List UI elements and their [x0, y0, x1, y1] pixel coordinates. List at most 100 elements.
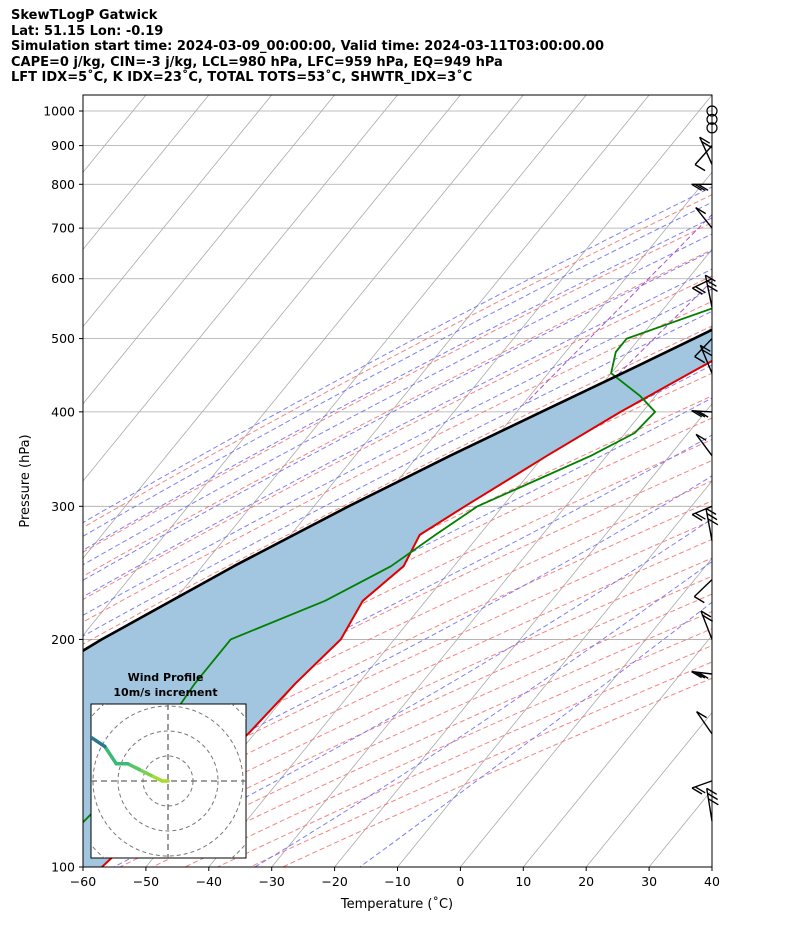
barb-flag [705, 507, 717, 516]
barb-flag [691, 670, 702, 679]
y-tick-label: 1000 [43, 104, 75, 119]
barb-flag [695, 206, 707, 215]
barb-shaft [691, 780, 713, 789]
barb-flag [694, 163, 706, 172]
barb-flag [699, 344, 711, 352]
barb-flag [691, 183, 702, 191]
barb-flag [707, 518, 719, 526]
calm-wind-circle [706, 105, 718, 117]
barb-flag [693, 595, 705, 604]
dry-adiabat-line [152, 611, 712, 867]
y-tick-label: 600 [51, 271, 75, 286]
barb-flag [707, 284, 718, 293]
dry-adiabat-line [282, 677, 712, 867]
calm-wind-circle [706, 122, 718, 134]
hodograph-segment [137, 767, 153, 778]
hodograph-segment [126, 762, 142, 772]
barb-flag [697, 410, 709, 418]
x-axis-label: Temperature (˚C) [340, 896, 453, 912]
parcel-line [83, 328, 712, 653]
barb-flag [697, 671, 709, 680]
dewpoint-line [83, 307, 712, 824]
wind-barb [693, 579, 713, 604]
barb-flag [706, 512, 718, 521]
y-tick-label: 200 [51, 632, 75, 647]
time-line: Simulation start time: 2024-03-09_00:00:… [11, 39, 604, 54]
wind-barb [695, 433, 713, 457]
wind-barb [699, 136, 713, 165]
hodograph-segment [19, 718, 42, 724]
barb-flag [697, 183, 709, 191]
isotherm-line [585, 711, 712, 867]
wind-barb [696, 710, 713, 735]
isotherm-line [83, 95, 273, 328]
barb-flag [700, 610, 712, 618]
barb-shaft [695, 433, 713, 457]
moist-adiabat-line [83, 186, 712, 524]
x-tick-label: −40 [196, 874, 222, 889]
index-line: LFT IDX=5˚C, K IDX=23˚C, TOTAL TOTS=53˚C… [11, 70, 473, 85]
barb-flag [694, 410, 706, 418]
barb-flag [708, 798, 719, 806]
barb-flag [691, 410, 702, 418]
barb-flag [694, 786, 706, 794]
barb-flag [706, 787, 718, 795]
dry-adiabat-line [83, 300, 712, 623]
wind-barb [691, 780, 713, 795]
wind-barb [705, 507, 719, 542]
wind-barb [691, 410, 713, 418]
x-tick-label: 30 [641, 874, 657, 889]
hodograph-segment [0, 718, 19, 724]
y-tick-label: 500 [51, 331, 75, 346]
wind-barb [704, 274, 718, 308]
barb-flag [691, 787, 703, 795]
isotherm-line [83, 95, 210, 251]
dry-adiabat-line [83, 249, 712, 577]
dry-adiabat-line [83, 275, 712, 601]
isotherm-line [775, 95, 794, 867]
barb-flag [691, 513, 703, 522]
barb-flag [696, 710, 707, 719]
x-tick-label: −50 [133, 874, 159, 889]
barb-flag [692, 287, 703, 295]
wind-barb [691, 505, 713, 522]
isotherm-line [83, 95, 461, 559]
barb-flag [702, 614, 714, 623]
barb-flag [701, 140, 713, 149]
wind-barb [706, 105, 718, 117]
moist-adiabat-line [83, 250, 712, 581]
barb-shaft [693, 579, 713, 598]
y-axis-label: Pressure (hPa) [18, 434, 33, 527]
y-tick-label: 400 [51, 404, 75, 419]
isotherm-line [83, 95, 524, 637]
barb-shaft [705, 508, 713, 542]
isotherm-line [208, 248, 712, 867]
barb-flag [695, 512, 706, 520]
barb-shaft [696, 711, 713, 735]
barb-flag [694, 183, 706, 191]
wind-barb [706, 122, 718, 134]
calm-wind-circle [706, 113, 718, 125]
y-tick-label: 800 [51, 177, 75, 192]
barb-flag [695, 433, 707, 441]
wind-barb [691, 183, 712, 191]
y-tick-label: 300 [51, 499, 75, 514]
isotherm-line [460, 557, 712, 867]
y-tick-label: 700 [51, 221, 75, 236]
dry-adiabat-line [83, 194, 712, 529]
barb-flag [699, 136, 711, 144]
wind-barb [694, 145, 713, 172]
figure-header: SkewTLogP Gatwick Lat: 51.15 Lon: -0.19 … [11, 8, 604, 86]
isotherm-line [271, 325, 712, 867]
x-tick-label: −10 [384, 874, 410, 889]
inset-subtitle: 10m/s increment [113, 686, 217, 699]
location-line: Lat: 51.15 Lon: -0.19 [11, 23, 164, 39]
wind-barb [691, 670, 713, 680]
isotherm-line [83, 95, 398, 482]
isotherm-line [83, 95, 84, 96]
barb-shaft [694, 145, 713, 166]
moist-adiabat-line [83, 268, 712, 598]
wind-barb [692, 278, 713, 295]
mixing-ratio-line [524, 213, 712, 405]
